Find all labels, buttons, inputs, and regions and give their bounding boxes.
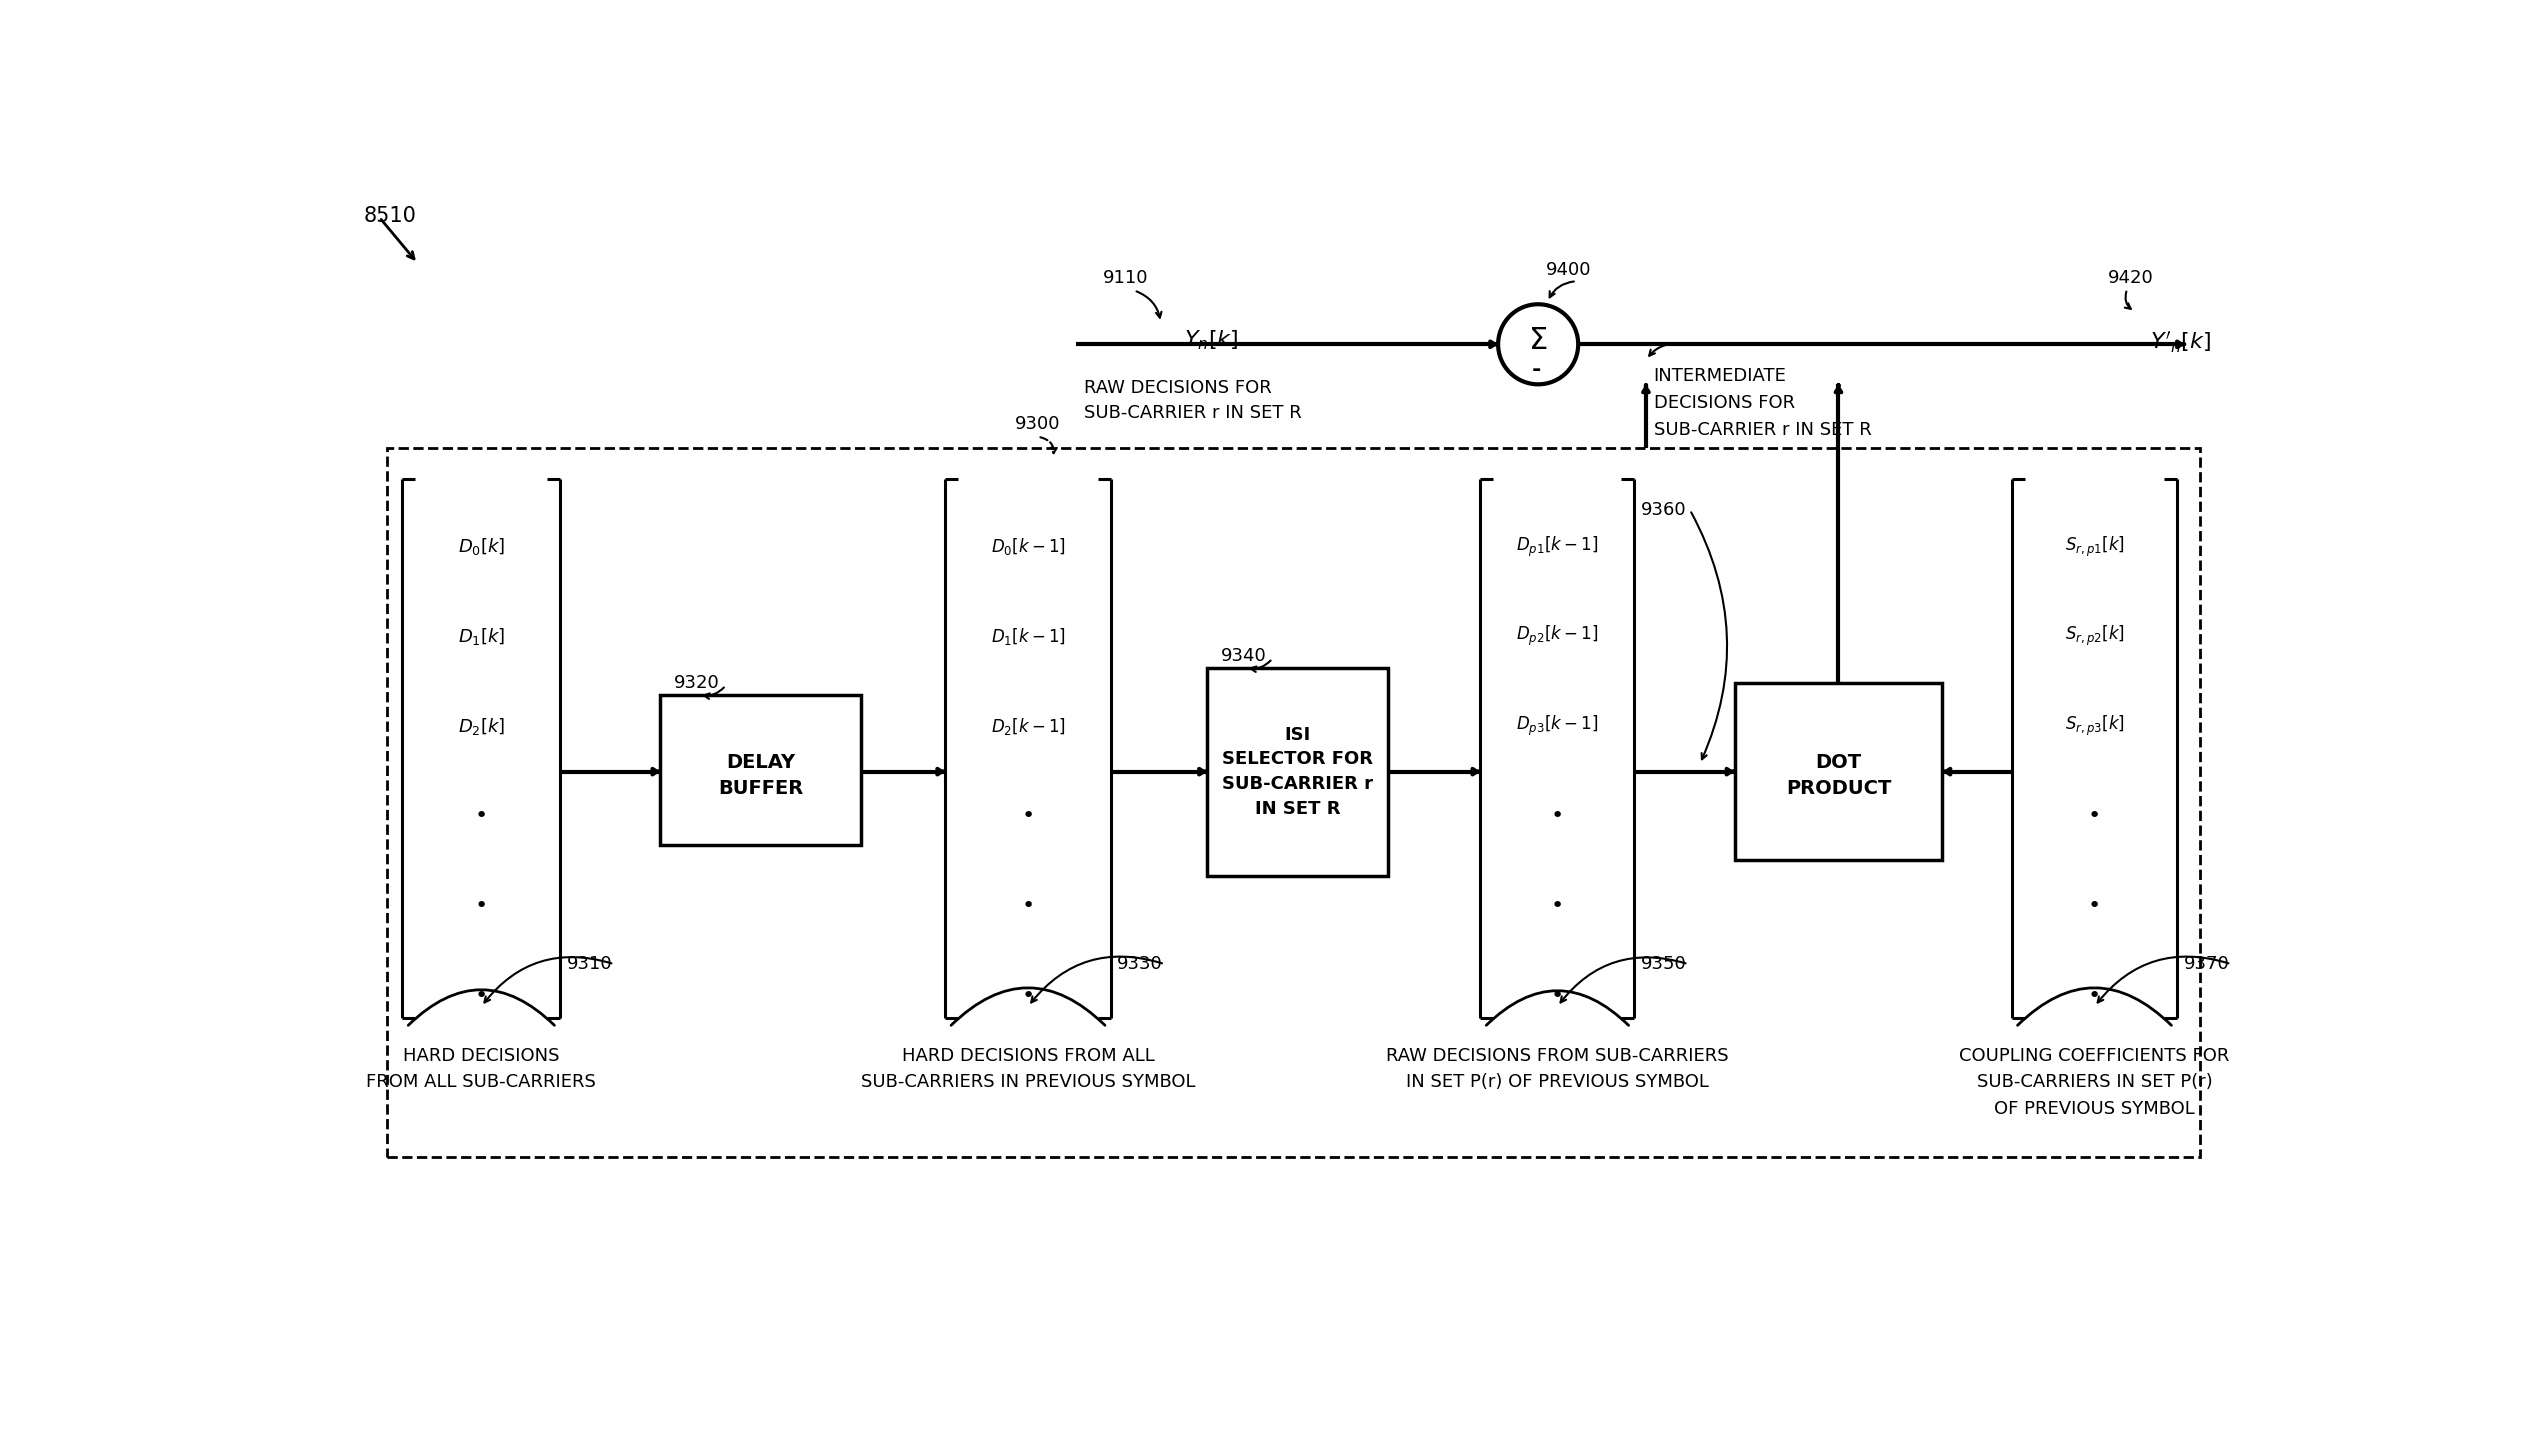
Bar bbox=[386, 448, 2199, 1156]
Text: •: • bbox=[474, 805, 487, 826]
Text: 9400: 9400 bbox=[1546, 261, 1591, 279]
Text: 9330: 9330 bbox=[1117, 955, 1163, 974]
Bar bbox=[1208, 667, 1387, 875]
Text: SUB-CARRIERS IN SET P(r): SUB-CARRIERS IN SET P(r) bbox=[1977, 1074, 2212, 1091]
Text: COUPLING COEFFICIENTS FOR: COUPLING COEFFICIENTS FOR bbox=[1960, 1048, 2229, 1065]
Text: IN SET R: IN SET R bbox=[1256, 800, 1339, 817]
Text: OF PREVIOUS SYMBOL: OF PREVIOUS SYMBOL bbox=[1995, 1100, 2194, 1117]
Text: •: • bbox=[1021, 805, 1034, 826]
Text: PRODUCT: PRODUCT bbox=[1786, 779, 1892, 798]
Text: •: • bbox=[2088, 805, 2101, 826]
Text: •: • bbox=[1551, 985, 1564, 1006]
Text: 9350: 9350 bbox=[1642, 955, 1687, 974]
Text: $D_2[k-1]$: $D_2[k-1]$ bbox=[991, 715, 1064, 737]
Text: SUB-CARRIER r IN SET R: SUB-CARRIER r IN SET R bbox=[1654, 421, 1871, 440]
Text: $D_{p2}[k-1]$: $D_{p2}[k-1]$ bbox=[1516, 624, 1599, 649]
Text: 9300: 9300 bbox=[1014, 415, 1059, 432]
Text: $D_{p1}[k-1]$: $D_{p1}[k-1]$ bbox=[1516, 534, 1599, 559]
Text: 9340: 9340 bbox=[1221, 647, 1266, 665]
Text: BUFFER: BUFFER bbox=[719, 779, 802, 798]
Text: ISI: ISI bbox=[1284, 726, 1311, 744]
Text: FROM ALL SUB-CARRIERS: FROM ALL SUB-CARRIERS bbox=[366, 1074, 595, 1091]
Text: $D_{p3}[k-1]$: $D_{p3}[k-1]$ bbox=[1516, 714, 1599, 739]
Text: HARD DECISIONS FROM ALL: HARD DECISIONS FROM ALL bbox=[903, 1048, 1155, 1065]
Text: 9320: 9320 bbox=[673, 675, 719, 692]
Text: $Y_n[k]$: $Y_n[k]$ bbox=[1183, 328, 1238, 353]
Text: 9370: 9370 bbox=[2184, 955, 2229, 974]
Text: SUB-CARRIERS IN PREVIOUS SYMBOL: SUB-CARRIERS IN PREVIOUS SYMBOL bbox=[860, 1074, 1195, 1091]
Text: •: • bbox=[474, 895, 487, 916]
Text: 9360: 9360 bbox=[1642, 501, 1687, 519]
Text: DELAY: DELAY bbox=[726, 753, 794, 772]
Text: $D_1[k]$: $D_1[k]$ bbox=[456, 625, 504, 647]
Text: IN SET P(r) OF PREVIOUS SYMBOL: IN SET P(r) OF PREVIOUS SYMBOL bbox=[1405, 1074, 1710, 1091]
Bar bbox=[661, 695, 860, 844]
Text: $S_{r,p2}[k]$: $S_{r,p2}[k]$ bbox=[2066, 624, 2124, 649]
Text: $S_{r,p1}[k]$: $S_{r,p1}[k]$ bbox=[2066, 534, 2124, 559]
Text: DOT: DOT bbox=[1816, 753, 1861, 772]
Text: •: • bbox=[2088, 895, 2101, 916]
Bar bbox=[1735, 683, 1942, 860]
Text: -: - bbox=[1531, 360, 1541, 380]
Text: 9420: 9420 bbox=[2108, 268, 2154, 286]
Text: $S_{r,p3}[k]$: $S_{r,p3}[k]$ bbox=[2066, 714, 2124, 739]
Text: •: • bbox=[1021, 895, 1034, 916]
Text: SUB-CARRIER r IN SET R: SUB-CARRIER r IN SET R bbox=[1084, 405, 1301, 422]
Text: INTERMEDIATE: INTERMEDIATE bbox=[1654, 367, 1786, 386]
Text: DECISIONS FOR: DECISIONS FOR bbox=[1654, 395, 1796, 412]
Text: •: • bbox=[1551, 895, 1564, 916]
Text: •: • bbox=[1021, 985, 1034, 1006]
Text: $D_1[k-1]$: $D_1[k-1]$ bbox=[991, 625, 1064, 647]
Text: SUB-CARRIER r: SUB-CARRIER r bbox=[1223, 775, 1372, 792]
Text: $Y'_n[k]$: $Y'_n[k]$ bbox=[2151, 331, 2212, 355]
Text: SELECTOR FOR: SELECTOR FOR bbox=[1223, 750, 1372, 769]
Text: $\Sigma$: $\Sigma$ bbox=[1528, 326, 1549, 355]
Text: $D_0[k]$: $D_0[k]$ bbox=[456, 535, 504, 557]
Text: •: • bbox=[474, 985, 487, 1006]
Text: 9310: 9310 bbox=[567, 955, 613, 974]
Text: $D_2[k]$: $D_2[k]$ bbox=[456, 715, 504, 737]
Text: HARD DECISIONS: HARD DECISIONS bbox=[404, 1048, 560, 1065]
Text: •: • bbox=[2088, 985, 2101, 1006]
Text: RAW DECISIONS FROM SUB-CARRIERS: RAW DECISIONS FROM SUB-CARRIERS bbox=[1387, 1048, 1728, 1065]
Text: 9110: 9110 bbox=[1102, 268, 1148, 286]
Text: 8510: 8510 bbox=[363, 206, 416, 226]
Text: •: • bbox=[1551, 805, 1564, 826]
Text: RAW DECISIONS FOR: RAW DECISIONS FOR bbox=[1084, 379, 1271, 398]
Text: $D_0[k-1]$: $D_0[k-1]$ bbox=[991, 535, 1064, 557]
